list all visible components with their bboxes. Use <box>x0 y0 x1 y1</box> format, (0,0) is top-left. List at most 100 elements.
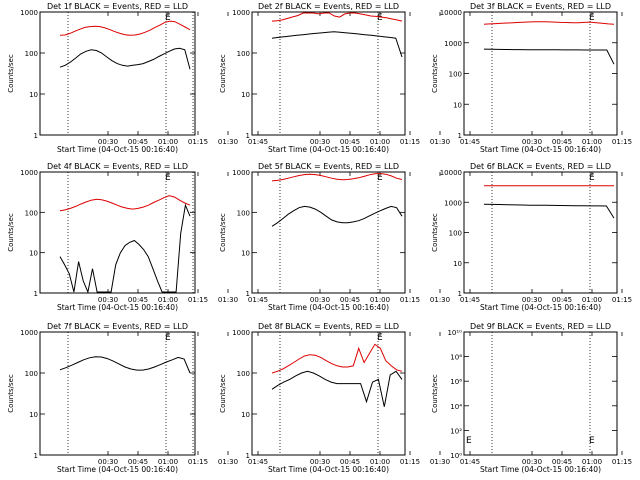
plot-frame <box>251 331 406 456</box>
y-axis-label: Counts/sec <box>219 213 227 252</box>
marker-label: E <box>377 333 383 343</box>
chart-panel-9: Det 9f BLACK = Events, RED = LLD 00:30 00:… <box>431 322 632 474</box>
x-tick-label: 01:45 <box>248 458 268 466</box>
plot-frame <box>39 331 196 456</box>
y-tick-label: 10¹⁰ <box>447 329 462 337</box>
y-tick-label: 10000 <box>440 9 462 17</box>
y-tick-label: 10 <box>29 250 38 258</box>
plot-frame <box>39 171 196 294</box>
x-tick-label: 00:30 <box>310 296 330 304</box>
x-axis-label: Start Time (04-Oct-15 00:16:40) <box>480 465 601 474</box>
chart-panel-7: Det 7f BLACK = Events, RED = LLD 00:30 00:… <box>7 322 268 474</box>
x-tick-label: 01:30 <box>218 458 238 466</box>
chart-title: Det 5f BLACK = Events, RED = LLD <box>258 162 399 171</box>
y-tick-label: 10 <box>453 260 462 268</box>
x-tick-label: 01:00 <box>582 138 602 146</box>
x-tick-label: 00:45 <box>128 458 148 466</box>
x-tick-label: 01:45 <box>460 138 480 146</box>
x-tick-label: 01:30 <box>218 138 238 146</box>
y-axis-label: Counts/sec <box>7 213 15 252</box>
x-tick-label: 00:30 <box>310 138 330 146</box>
x-tick-label: 01:45 <box>248 296 268 304</box>
y-tick-label: 1 <box>246 452 250 460</box>
x-tick-label: 01:00 <box>158 138 178 146</box>
x-tick-label: 01:15 <box>612 458 632 466</box>
y-tick-label: 10 <box>29 411 38 419</box>
x-tick-label: 00:45 <box>128 296 148 304</box>
series-line-events <box>271 31 403 58</box>
x-tick-label: 00:30 <box>522 138 542 146</box>
y-axis-label: Counts/sec <box>219 374 227 413</box>
chart-panel-1: Det 1f BLACK = Events, RED = LLD 00:30 00:… <box>7 2 268 154</box>
x-tick-label: 01:00 <box>158 458 178 466</box>
y-tick-label: 10 <box>241 411 250 419</box>
chart-title: Det 4f BLACK = Events, RED = LLD <box>47 162 188 171</box>
y-axis-label: Counts/sec <box>431 213 439 252</box>
y-axis-label: Counts/sec <box>7 374 15 413</box>
plot-frame <box>463 331 618 456</box>
y-tick-label: 10⁴ <box>450 403 462 411</box>
plot-frame <box>463 171 618 294</box>
chart-panel-2: Det 2f BLACK = Events, RED = LLD 00:30 00:… <box>219 2 480 154</box>
x-tick-label: 01:15 <box>612 138 632 146</box>
y-tick-label: 1 <box>34 132 38 140</box>
x-tick-label: 00:30 <box>522 296 542 304</box>
series-line-events <box>271 370 403 407</box>
x-tick-label: 01:45 <box>460 458 480 466</box>
y-tick-label: 100 <box>237 50 250 58</box>
y-tick-label: 1000 <box>20 329 38 337</box>
x-axis-label: Start Time (04-Oct-15 00:16:40) <box>480 303 601 312</box>
chart-title: Det 8f BLACK = Events, RED = LLD <box>258 322 399 331</box>
x-tick-label: 01:30 <box>430 296 450 304</box>
x-tick-label: 01:15 <box>188 138 208 146</box>
y-tick-label: 10⁶ <box>450 378 462 386</box>
x-axis-label: Start Time (04-Oct-15 00:16:40) <box>268 303 389 312</box>
y-tick-label: 1000 <box>444 199 462 207</box>
y-axis-label: Counts/sec <box>7 54 15 93</box>
y-tick-label: 1 <box>246 132 250 140</box>
x-tick-label: 00:30 <box>310 458 330 466</box>
x-tick-label: 00:30 <box>522 458 542 466</box>
series-line-lld <box>59 20 191 36</box>
x-tick-label: 00:45 <box>552 138 572 146</box>
marker-label: E <box>377 13 383 23</box>
series-line-lld <box>271 343 403 374</box>
chart-title: Det 3f BLACK = Events, RED = LLD <box>470 2 611 11</box>
x-tick-label: 00:45 <box>552 458 572 466</box>
x-tick-label: 00:45 <box>340 138 360 146</box>
x-tick-label: 01:15 <box>612 296 632 304</box>
y-tick-label: 1 <box>246 290 250 298</box>
chart-title: Det 2f BLACK = Events, RED = LLD <box>258 2 399 11</box>
x-tick-label: 00:45 <box>128 138 148 146</box>
x-axis-label: Start Time (04-Oct-15 00:16:40) <box>268 145 389 154</box>
y-tick-label: 100 <box>449 71 462 79</box>
chart-panel-4: Det 4f BLACK = Events, RED = LLD 00:30 00:… <box>7 162 268 312</box>
x-tick-label: 00:30 <box>98 296 118 304</box>
x-tick-label: 01:30 <box>430 458 450 466</box>
y-tick-label: 1000 <box>20 9 38 17</box>
plot-frame <box>251 171 406 294</box>
x-tick-label: 01:45 <box>460 296 480 304</box>
x-tick-label: 00:30 <box>98 458 118 466</box>
x-axis-label: Start Time (04-Oct-15 00:16:40) <box>268 465 389 474</box>
chart-title: Det 1f BLACK = Events, RED = LLD <box>47 2 188 11</box>
y-tick-label: 100 <box>25 370 38 378</box>
x-axis-label: Start Time (04-Oct-15 00:16:40) <box>57 303 178 312</box>
chart-title: Det 6f BLACK = Events, RED = LLD <box>470 162 611 171</box>
y-tick-label: 1000 <box>20 169 38 177</box>
series-line-lld <box>483 21 615 25</box>
x-tick-label: 01:15 <box>188 296 208 304</box>
x-tick-label: 00:30 <box>98 138 118 146</box>
x-axis-label: Start Time (04-Oct-15 00:16:40) <box>57 465 178 474</box>
y-tick-label: 10 <box>241 91 250 99</box>
chart-panel-3: Det 3f BLACK = Events, RED = LLD 00:30 00:… <box>431 2 632 154</box>
y-tick-label: 100 <box>237 209 250 217</box>
marker-label: E <box>589 436 595 446</box>
x-tick-label: 01:15 <box>400 458 420 466</box>
y-tick-label: 1 <box>458 290 462 298</box>
marker-label: E <box>466 436 472 446</box>
y-tick-label: 100 <box>25 50 38 58</box>
y-tick-label: 10⁸ <box>450 354 462 362</box>
x-tick-label: 00:45 <box>340 296 360 304</box>
